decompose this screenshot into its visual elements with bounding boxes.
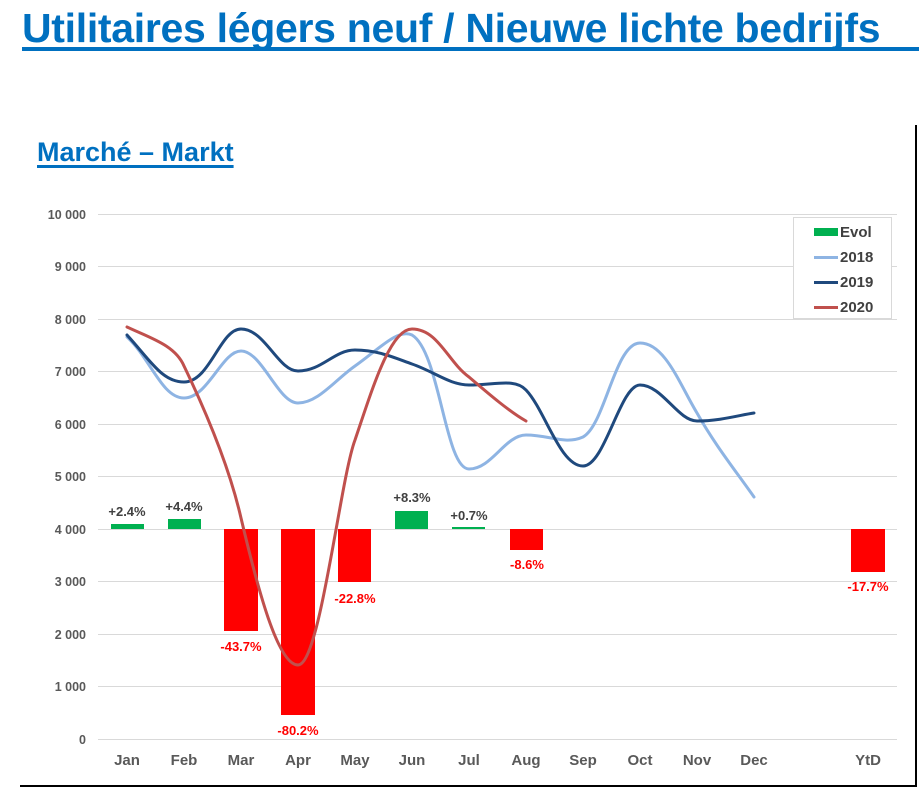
- bar-label: -17.7%: [847, 579, 889, 594]
- bar-ytd: [851, 529, 885, 572]
- y-tick: 7 000: [55, 365, 86, 379]
- legend-item-evol: Evol: [814, 221, 872, 243]
- x-axis: Jan Feb Mar Apr May Jun Jul Aug Sep Oct …: [114, 752, 881, 769]
- x-tick: Dec: [740, 752, 768, 769]
- bar-swatch-icon: [814, 228, 838, 236]
- bar-label: -8.6%: [510, 557, 544, 572]
- line-swatch-icon: [814, 305, 838, 309]
- x-tick: Sep: [569, 752, 597, 769]
- y-tick: 8 000: [55, 313, 86, 327]
- y-tick: 1 000: [55, 680, 86, 694]
- x-tick: Jun: [399, 752, 426, 769]
- chart-legend: Evol 2018 2019 2020: [793, 217, 892, 319]
- line-swatch-icon: [814, 255, 838, 259]
- y-tick: 2 000: [55, 628, 86, 642]
- bar-jan: [111, 524, 144, 529]
- x-tick: Nov: [683, 752, 712, 769]
- bar-jun: [395, 511, 428, 529]
- legend-label: 2020: [840, 298, 874, 316]
- section-title: Marché – Markt: [37, 137, 234, 167]
- legend-item-2018: 2018: [814, 246, 873, 268]
- bar-jul: [452, 527, 485, 529]
- evol-bars: [111, 511, 885, 715]
- x-tick: Feb: [171, 752, 198, 769]
- legend-label: 2018: [840, 248, 874, 266]
- bar-label: +8.3%: [393, 490, 431, 505]
- page-title-underline: [22, 47, 919, 51]
- legend-item-2020: 2020: [814, 296, 873, 318]
- y-axis: 10 000 9 000 8 000 7 000 6 000 5 000 4 0…: [48, 208, 86, 747]
- line-2018: [125, 332, 756, 499]
- bar-feb: [168, 519, 201, 529]
- bar-aug: [510, 529, 543, 550]
- legend-item-2019: 2019: [814, 271, 873, 293]
- bar-label: -43.7%: [220, 639, 262, 654]
- page-title: Utilitaires légers neuf / Nieuwe lichte …: [22, 5, 881, 51]
- bar-labels: +2.4% +4.4% -43.7% -80.2% -22.8% +8.3% +…: [108, 490, 889, 738]
- gridlines: [98, 214, 897, 740]
- legend-label: Evol: [840, 223, 872, 241]
- line-2019: [125, 327, 756, 468]
- legend-label: 2019: [840, 273, 874, 291]
- bar-label: +2.4%: [108, 504, 146, 519]
- x-tick: May: [340, 752, 370, 769]
- x-tick: Jan: [114, 752, 140, 769]
- y-tick: 6 000: [55, 418, 86, 432]
- x-tick: YtD: [855, 752, 881, 769]
- bar-may: [338, 529, 371, 582]
- line-2020: [125, 325, 528, 667]
- x-tick: Mar: [228, 752, 255, 769]
- y-tick: 0: [79, 733, 86, 747]
- y-tick: 9 000: [55, 260, 86, 274]
- x-tick: Apr: [285, 752, 311, 769]
- bar-label: +0.7%: [450, 508, 488, 523]
- x-tick: Jul: [458, 752, 480, 769]
- line-swatch-icon: [814, 280, 838, 284]
- bar-label: -22.8%: [334, 591, 376, 606]
- y-tick: 4 000: [55, 523, 86, 537]
- bar-apr: [281, 529, 315, 715]
- y-tick: 10 000: [48, 208, 86, 222]
- bar-mar: [224, 529, 258, 631]
- y-tick: 5 000: [55, 470, 86, 484]
- bar-label: +4.4%: [165, 499, 203, 514]
- x-tick: Oct: [627, 752, 652, 769]
- bar-label: -80.2%: [277, 723, 319, 738]
- y-tick: 3 000: [55, 575, 86, 589]
- x-tick: Aug: [511, 752, 540, 769]
- chart-frame: [20, 125, 917, 787]
